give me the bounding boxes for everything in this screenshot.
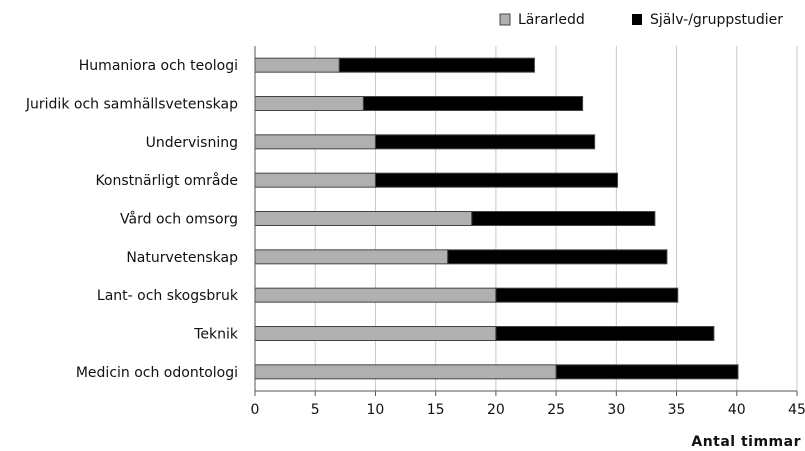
x-tick-label: 15 bbox=[427, 402, 445, 418]
category-label: Vård och omsorg bbox=[120, 211, 238, 228]
category-label: Humaniora och teologi bbox=[79, 58, 238, 74]
x-tick-label: 30 bbox=[607, 402, 625, 418]
x-tick-label: 45 bbox=[788, 402, 805, 418]
bar-segment-sjalvstudier bbox=[362, 96, 584, 111]
bar-segment-larledd bbox=[254, 249, 449, 265]
bar-segment-larledd bbox=[254, 57, 340, 73]
bar-segment-larledd bbox=[254, 172, 376, 188]
bar-segment-larledd bbox=[254, 211, 473, 226]
bar-segment-larledd bbox=[254, 364, 557, 380]
category-label: Undervisning bbox=[146, 135, 238, 151]
bar-segment-sjalvstudier bbox=[495, 326, 715, 341]
x-tick-label: 35 bbox=[668, 402, 686, 418]
x-tick-label: 5 bbox=[311, 402, 320, 418]
bar-segment-sjalvstudier bbox=[374, 134, 596, 150]
bar-segment-sjalvstudier bbox=[555, 364, 739, 380]
x-tick-label: 25 bbox=[547, 402, 565, 418]
category-label: Medicin och odontologi bbox=[76, 365, 238, 381]
bar-segment-sjalvstudier bbox=[338, 57, 535, 73]
x-axis-title: Antal timmar bbox=[691, 434, 801, 450]
legend-swatch-larledd bbox=[499, 13, 511, 26]
category-label: Teknik bbox=[193, 327, 239, 343]
legend-label-larledd: Lärarledd bbox=[518, 12, 585, 28]
bar-segment-larledd bbox=[254, 326, 497, 341]
x-tick-labels: 0 5 10 15 20 25 30 35 40 45 bbox=[251, 402, 805, 418]
category-label: Lant- och skogsbruk bbox=[97, 288, 239, 304]
x-tick-label: 10 bbox=[367, 402, 385, 418]
bar-segment-larledd bbox=[254, 287, 497, 303]
bar-segment-sjalvstudier bbox=[374, 172, 619, 188]
bar-segment-sjalvstudier bbox=[471, 211, 656, 226]
bar-segment-sjalvstudier bbox=[447, 249, 668, 265]
x-tick-label: 0 bbox=[251, 402, 260, 418]
bar-segment-larledd bbox=[254, 134, 376, 150]
x-tick-label: 20 bbox=[487, 402, 505, 418]
category-label: Juridik och samhällsvetenskap bbox=[25, 97, 238, 113]
bars bbox=[254, 57, 739, 380]
bar-segment-sjalvstudier bbox=[495, 287, 679, 303]
axes bbox=[254, 46, 797, 392]
category-label: Naturvetenskap bbox=[126, 250, 238, 266]
category-labels: Humaniora och teologi Juridik och samhäll… bbox=[25, 58, 239, 381]
legend-label-sjalvstudier: Själv-/gruppstudier bbox=[650, 12, 783, 28]
category-label: Konstnärligt område bbox=[95, 172, 238, 189]
bar-segment-larledd bbox=[254, 96, 364, 111]
legend-swatch-sjalvstudier bbox=[632, 14, 642, 25]
legend: Lärarledd Själv-/gruppstudier bbox=[499, 12, 783, 28]
x-tick-label: 40 bbox=[728, 402, 746, 418]
